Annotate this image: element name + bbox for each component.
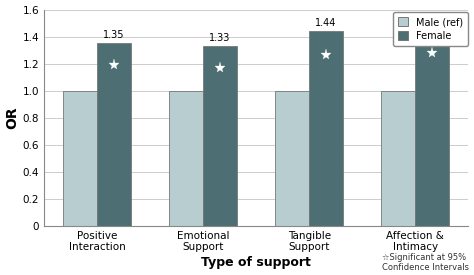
Legend: Male (ref), Female: Male (ref), Female — [393, 12, 468, 46]
Bar — [169, 91, 203, 226]
Bar — [275, 91, 309, 226]
X-axis label: Type of support: Type of support — [201, 257, 311, 269]
Text: 1.33: 1.33 — [210, 33, 231, 43]
Text: 1.45: 1.45 — [421, 16, 443, 26]
Text: 1.35: 1.35 — [103, 30, 125, 40]
Y-axis label: OR: OR — [6, 106, 19, 129]
Bar — [203, 46, 237, 226]
Bar — [415, 30, 449, 226]
Bar — [309, 31, 343, 226]
Text: 1.44: 1.44 — [315, 18, 337, 28]
Text: ☆Significant at 95%
Confidence Intervals: ☆Significant at 95% Confidence Intervals — [382, 253, 469, 272]
Bar — [63, 91, 97, 226]
Bar — [381, 91, 415, 226]
Bar — [97, 43, 131, 226]
